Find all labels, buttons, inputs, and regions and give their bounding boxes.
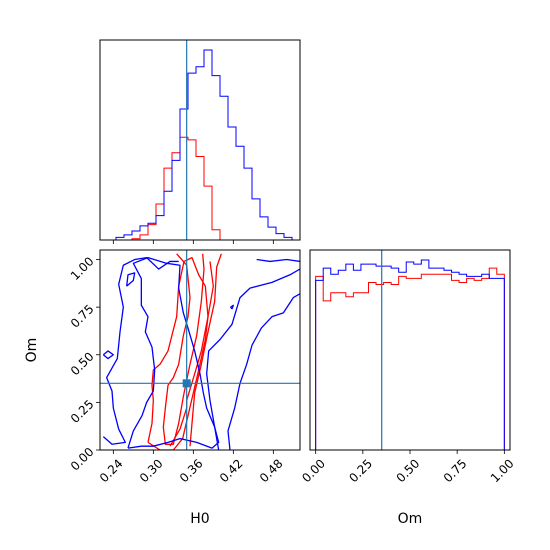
hist-Om-xlabel: Om xyxy=(398,511,423,527)
contour-H0-Om-xlabel: H0 xyxy=(190,511,209,527)
hist-H0-series-0-step xyxy=(100,136,300,241)
h0-histogram-panel xyxy=(99,39,301,244)
contour-truth-marker xyxy=(182,379,191,388)
contour-series-1-level-3 xyxy=(126,272,136,287)
contour-H0-Om-xtick-label-0: 0.24 xyxy=(97,456,126,485)
contour-series-1-level-5 xyxy=(227,293,300,450)
hist-Om-xtick-label-4: 1.00 xyxy=(488,456,517,485)
contour-ylabel: Om xyxy=(24,338,40,363)
contour-H0-Om-xtick-label-1: 0.30 xyxy=(137,456,166,485)
hist-Om-frame xyxy=(309,249,511,451)
contour-series-1-level-1 xyxy=(102,350,114,360)
hist-Om-series-1-step xyxy=(315,259,505,450)
contour-lines xyxy=(102,253,300,450)
contour-ytick-label-0: 0.00 xyxy=(68,445,97,474)
hist-H0-frame xyxy=(99,39,301,241)
contour-H0-Om-frame xyxy=(99,249,301,451)
contour-series-1-level-6 xyxy=(230,304,234,310)
hist-Om-series-0-step xyxy=(315,267,505,450)
hist-H0-series-1-step xyxy=(100,49,300,241)
contour-ytick-label-4: 1.00 xyxy=(68,254,97,283)
contour-H0-Om-xtick-label-4: 0.48 xyxy=(257,456,286,485)
om-histogram-panel: 0.00 0.25 0.50 0.75 1.00 Om xyxy=(299,249,517,527)
hist-Om-xtick-label-2: 0.50 xyxy=(394,456,423,485)
hist-Om-xtick-label-0: 0.00 xyxy=(299,456,328,485)
h0-om-contour-panel: 0.00 0.25 0.50 0.75 1.00 Om 0.24 0.30 0.36 0.42 0.… xyxy=(24,249,301,527)
contour-ytick-label-3: 0.75 xyxy=(68,302,97,331)
contour-series-1-level-7 xyxy=(256,258,300,263)
contour-ytick-label-2: 0.50 xyxy=(68,349,97,378)
contour-series-1-level-0 xyxy=(127,256,220,449)
contour-H0-Om-xtick-label-2: 0.36 xyxy=(177,456,206,485)
contour-series-1-level-2 xyxy=(102,256,179,445)
contour-series-0-level-2 xyxy=(189,253,222,447)
contour-series-0-level-0 xyxy=(162,253,205,445)
hist-Om-xtick-label-3: 0.75 xyxy=(441,456,470,485)
contour-ytick-label-1: 0.25 xyxy=(68,397,97,426)
contour-series-1-level-4 xyxy=(206,268,300,450)
contour-H0-Om-xtick-label-3: 0.42 xyxy=(217,456,246,485)
contour-series-0-level-3 xyxy=(169,261,214,447)
contour-series-0-level-1 xyxy=(147,256,209,450)
hist-Om-xtick-label-1: 0.25 xyxy=(346,456,375,485)
